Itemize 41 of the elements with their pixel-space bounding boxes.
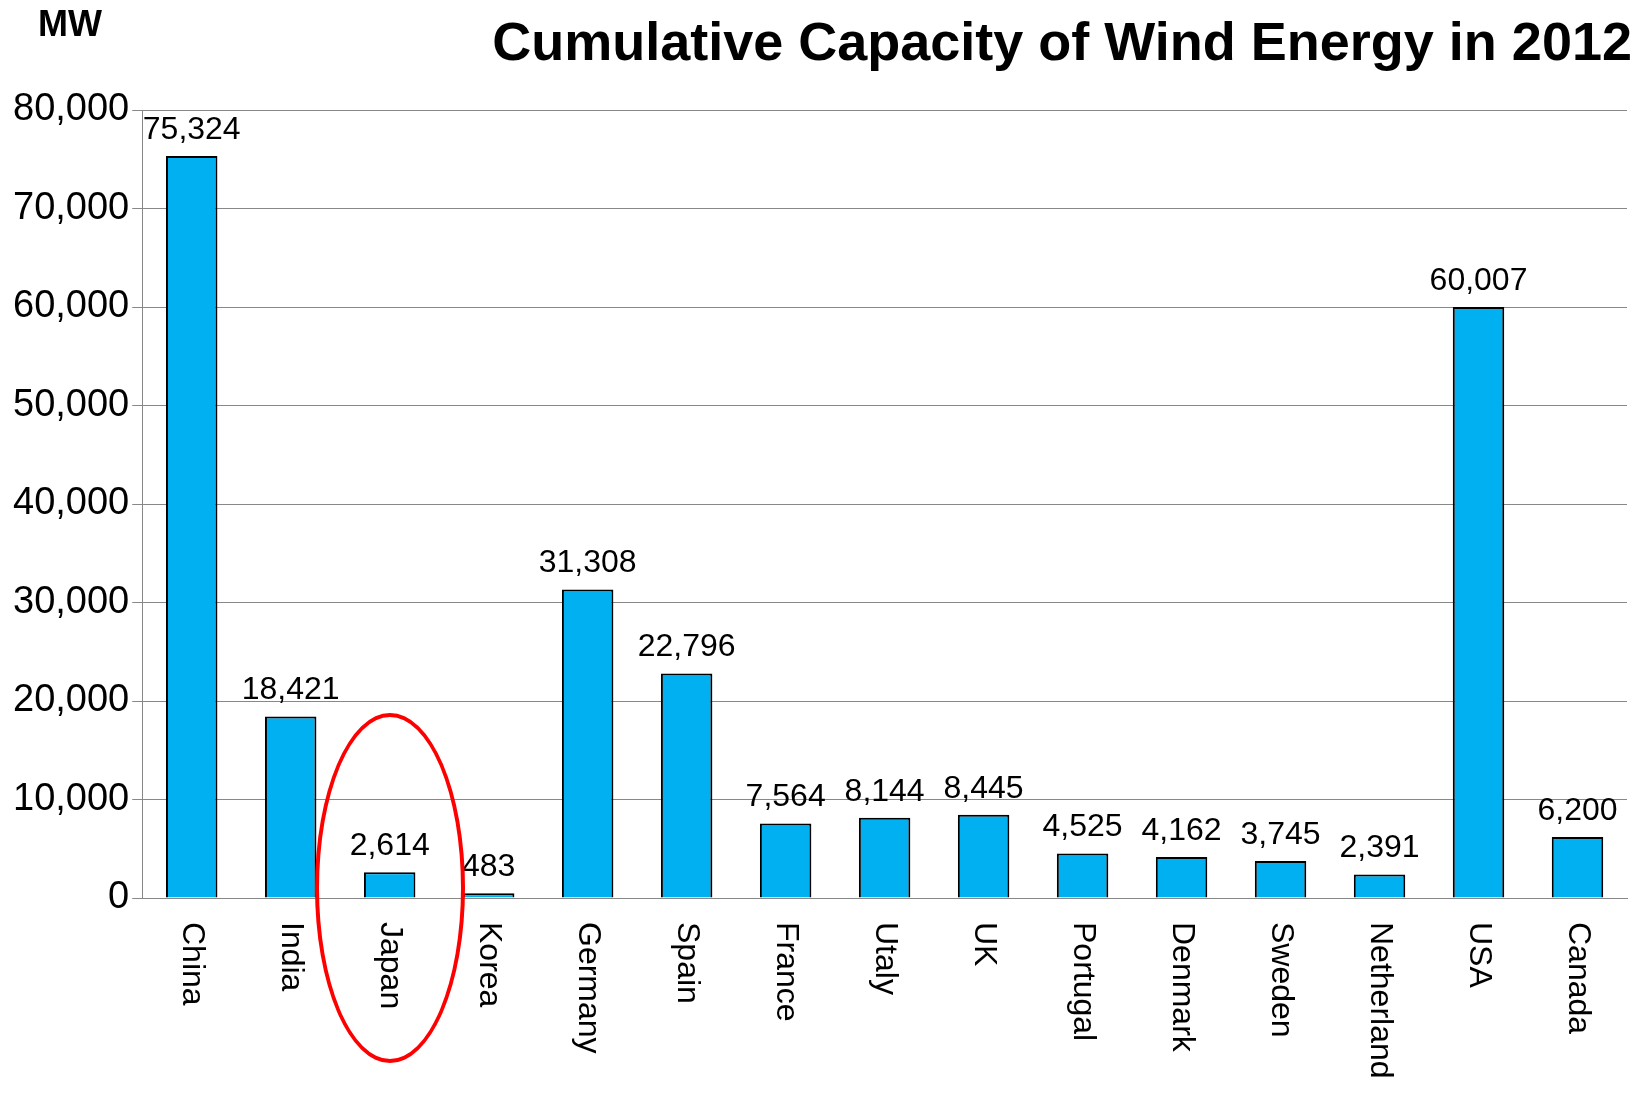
y-tick-label: 10,000 — [12, 775, 130, 818]
y-tick-label: 70,000 — [12, 184, 130, 227]
data-label: 6,200 — [1537, 790, 1618, 827]
data-label: 483 — [461, 847, 516, 884]
x-tick-label: Sweden — [1264, 922, 1301, 1038]
data-label: 60,007 — [1429, 260, 1528, 297]
data-label: 2,614 — [349, 826, 430, 863]
y-tick-label: 40,000 — [12, 480, 130, 523]
data-label: 4,525 — [1042, 807, 1123, 844]
y-axis-title: MW — [38, 2, 102, 44]
x-tick-label: Korea — [472, 922, 509, 1008]
data-label: 3,745 — [1240, 814, 1321, 851]
y-tick-label: 0 — [108, 874, 130, 917]
x-tick-label: India — [274, 922, 311, 992]
x-tick-label: Canada — [1561, 922, 1598, 1035]
data-label: 18,421 — [241, 670, 340, 707]
x-tick-label: China — [175, 922, 212, 1006]
y-tick-label: 50,000 — [12, 381, 130, 424]
data-label: 8,144 — [844, 771, 925, 808]
data-label: 31,308 — [538, 543, 637, 580]
x-tick-label: Portugal — [1066, 922, 1103, 1042]
y-tick-label: 80,000 — [12, 86, 130, 129]
x-tick-label: Spain — [670, 922, 707, 1004]
x-tick-label: Utaly — [868, 922, 905, 995]
x-tick-label: Netherland — [1363, 922, 1400, 1079]
x-tick-label: Japan — [373, 922, 410, 1010]
x-tick-label: Germany — [571, 922, 608, 1054]
x-tick-label: USA — [1462, 922, 1499, 989]
x-tick-label: France — [769, 922, 806, 1022]
chart-title: Cumulative Capacity of Wind Energy in 2012 — [492, 10, 1632, 71]
data-label: 75,324 — [142, 109, 241, 146]
data-label: 4,162 — [1141, 810, 1222, 847]
data-label: 7,564 — [745, 777, 826, 814]
x-tick-label: UK — [967, 922, 1004, 967]
data-label: 2,391 — [1339, 828, 1420, 865]
data-label: 8,445 — [943, 768, 1024, 805]
data-label: 22,796 — [637, 627, 736, 664]
y-tick-label: 30,000 — [12, 578, 130, 621]
y-tick-label: 60,000 — [12, 283, 130, 326]
y-tick-label: 20,000 — [12, 677, 130, 720]
x-tick-label: Denmark — [1165, 922, 1202, 1053]
